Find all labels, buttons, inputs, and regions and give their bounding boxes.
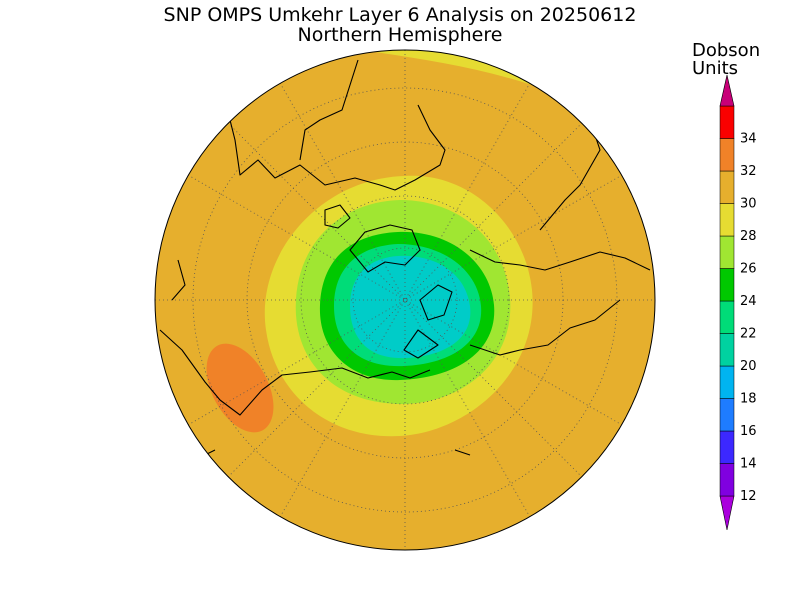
colorbar-arrow-high xyxy=(719,74,735,107)
colorbar-arrow-low xyxy=(719,495,735,531)
colorbar-tick-label: 14 xyxy=(740,457,757,472)
ozone-anomaly-high xyxy=(206,343,274,433)
colorbar-segment xyxy=(719,268,735,302)
colorbar-segment xyxy=(719,170,735,204)
colorbar-segment xyxy=(719,203,735,237)
colorbar-tick-label: 24 xyxy=(740,294,757,309)
map-title: SNP OMPS Umkehr Layer 6 Analysis on 2025… xyxy=(163,4,637,26)
hemisphere-map xyxy=(155,50,655,550)
colorbar-tick-label: 32 xyxy=(740,164,757,179)
colorbar-segment xyxy=(719,105,735,139)
colorbar-units-label-2: Units xyxy=(692,58,739,79)
colorbar-segment xyxy=(719,430,735,464)
colorbar-tick-label: 34 xyxy=(740,132,757,147)
colorbar: 12 14 16 18 20 22 24 26 28 30 32 34 xyxy=(719,74,757,531)
colorbar-segment xyxy=(719,333,735,367)
colorbar-segment xyxy=(719,138,735,172)
colorbar-tick-label: 28 xyxy=(740,229,757,244)
colorbar-tick-label: 30 xyxy=(740,197,757,212)
colorbar-tick-label: 26 xyxy=(740,262,757,277)
colorbar-tick-label: 18 xyxy=(740,392,757,407)
colorbar-segment xyxy=(719,463,735,497)
ozone-contour-18-20 xyxy=(350,255,471,359)
colorbar-segment xyxy=(719,300,735,334)
colorbar-units-label-1: Dobson xyxy=(692,40,761,61)
colorbar-tick-label: 22 xyxy=(740,327,757,342)
graticule xyxy=(155,50,655,550)
map-border xyxy=(154,49,656,551)
colorbar-tick-label: 16 xyxy=(740,424,757,439)
coastlines xyxy=(159,59,651,456)
colorbar-tick-label: 12 xyxy=(740,489,757,504)
colorbar-segment xyxy=(719,365,735,399)
colorbar-tick-label: 20 xyxy=(740,359,757,374)
colorbar-segment xyxy=(719,235,735,269)
map-subtitle: Northern Hemisphere xyxy=(297,24,503,46)
colorbar-segment xyxy=(719,398,735,432)
